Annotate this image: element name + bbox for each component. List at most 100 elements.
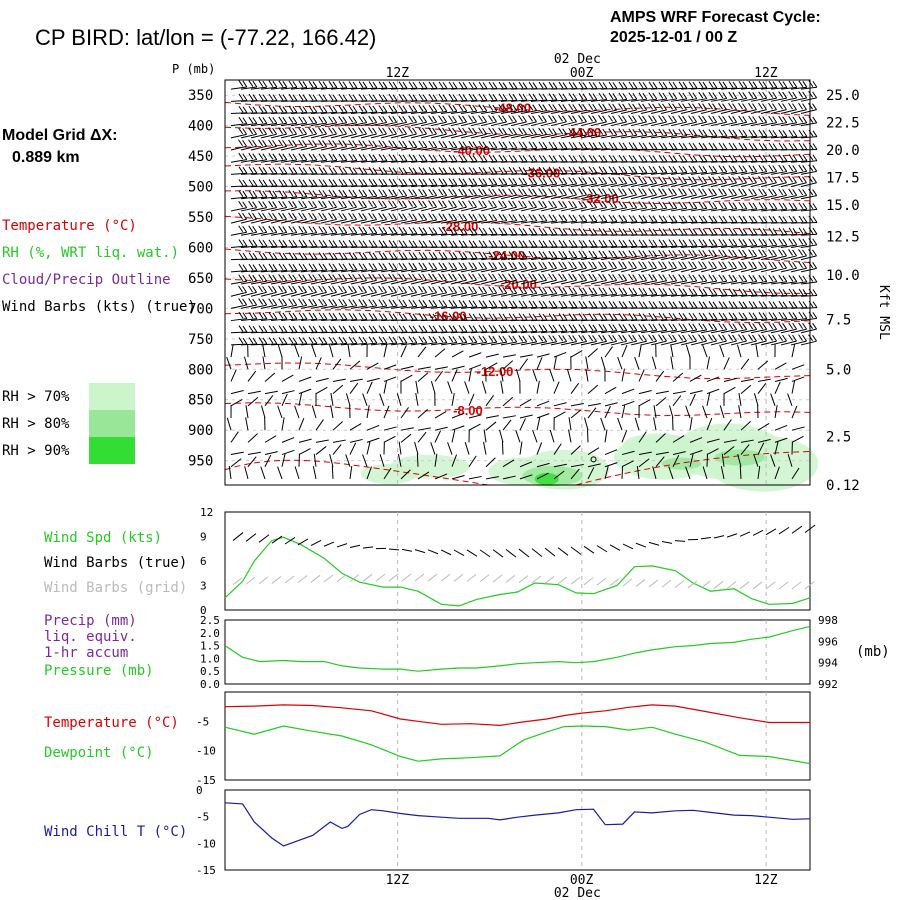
wind-barb-flag <box>578 287 584 294</box>
wind-barb-flag <box>288 179 294 186</box>
wind-barb <box>560 267 577 273</box>
wind-barb-flag <box>498 324 504 332</box>
wind-barb <box>390 206 407 212</box>
model-grid-value: 0.889 km <box>12 149 80 166</box>
wind-barb-flag <box>408 115 414 123</box>
wind-barb <box>540 206 557 212</box>
wind-barb-flag <box>692 92 698 100</box>
wind-barb <box>580 148 597 151</box>
wind-barb <box>710 182 727 188</box>
wind-barb-flag <box>788 202 794 209</box>
wind-barb-flag <box>328 273 334 281</box>
wind-barb-flag <box>638 176 644 184</box>
wind-barb <box>450 133 467 139</box>
wind-barb-flag <box>728 322 734 330</box>
wind-barb <box>710 267 727 273</box>
wind-barb <box>410 206 427 212</box>
wind-barb <box>787 454 793 467</box>
wind-barb-flag <box>262 153 268 161</box>
wind-barb <box>570 99 587 102</box>
wind-barb-flag <box>762 116 768 123</box>
wind-barb <box>430 331 448 334</box>
wind-barb-flag <box>362 140 368 148</box>
wind-barb-flag <box>788 322 794 330</box>
wind-barb <box>400 219 417 224</box>
wind-barb-flag <box>402 105 408 113</box>
wind-barb <box>320 232 337 236</box>
wind-barb-flag <box>238 116 244 124</box>
wind-barb <box>660 280 677 285</box>
wind-barb-flag <box>718 102 723 110</box>
wind-barb-true <box>752 529 764 536</box>
wind-barb-flag <box>242 264 248 271</box>
wind-barb-flag <box>448 240 454 247</box>
wind-barb-flag <box>688 176 694 183</box>
wind-barb-flag <box>588 227 594 235</box>
wind-barb-flag <box>798 334 803 341</box>
wind-barb-flag <box>352 140 358 148</box>
wind-barb <box>610 182 627 188</box>
wind-barb <box>415 380 419 394</box>
wind-barb <box>610 330 627 334</box>
wind-barb-flag <box>622 115 627 123</box>
wind-barb-flag <box>408 93 414 101</box>
wind-barb <box>690 245 707 248</box>
wind-barb-flag <box>542 167 548 174</box>
wind-barb-flag <box>328 239 334 247</box>
wind-barb <box>360 160 377 163</box>
wind-barb-flag <box>392 263 398 270</box>
wind-barb-flag <box>348 263 354 270</box>
wind-barb-flag <box>292 298 298 306</box>
wind-barb-flag <box>362 213 368 220</box>
wind-barb-flag <box>758 142 764 150</box>
wind-barb-flag <box>292 274 298 282</box>
wind-barb-flag <box>748 312 754 319</box>
wind-barb-flag <box>302 94 308 101</box>
wind-barb-flag <box>772 103 777 110</box>
wind-barb-flag <box>492 141 498 149</box>
wind-barb-flag <box>488 261 494 269</box>
wind-barb-flag <box>742 116 748 123</box>
wind-barb <box>670 356 674 370</box>
legend-rh: RH (%, WRT liq. wat.) <box>2 245 179 261</box>
wind-barb <box>430 195 447 200</box>
wind-barb <box>240 145 257 151</box>
wind-barb-flag <box>542 300 548 308</box>
wind-barb-flag <box>558 239 564 247</box>
wind-barb-flag <box>352 252 358 260</box>
wind-barb <box>410 258 427 261</box>
wind-barb-flag <box>468 251 474 259</box>
wind-barb-flag <box>418 299 424 307</box>
wind-barb-flag <box>732 334 737 342</box>
wind-barb <box>710 98 727 102</box>
wind-barb-flag <box>762 165 768 173</box>
wind-barb-flag <box>358 93 364 101</box>
wind-barb-flag <box>522 128 528 135</box>
wind-barb-flag <box>668 188 673 195</box>
wind-barb-flag <box>448 200 453 207</box>
wind-barb <box>390 268 407 273</box>
wind-barb <box>330 219 347 224</box>
wind-barb-flag <box>728 215 734 223</box>
wind-barb-flag <box>728 81 734 88</box>
wind-barb-flag <box>608 300 614 308</box>
wind-barb-flag <box>422 105 428 112</box>
wind-barb <box>490 279 507 285</box>
wind-barb-flag <box>362 154 368 161</box>
wind-barb-flag <box>482 313 488 321</box>
wind-barb-flag <box>552 82 558 89</box>
wind-barb-flag <box>388 312 394 320</box>
wind-barb <box>710 294 727 297</box>
wind-barb-flag <box>448 325 454 332</box>
wind-barb <box>460 206 477 212</box>
wind-barb-flag <box>358 299 364 306</box>
wind-barb-flag <box>482 178 488 185</box>
wind-barb-flag <box>468 81 474 89</box>
wind-barb-flag <box>688 102 693 110</box>
wind-barb-flag <box>298 263 304 270</box>
wind-barb-flag <box>728 301 734 308</box>
wind-barb-flag <box>238 200 244 208</box>
wind-barb <box>553 470 565 480</box>
wind-barb-flag <box>268 166 274 174</box>
wind-barb <box>226 417 232 431</box>
